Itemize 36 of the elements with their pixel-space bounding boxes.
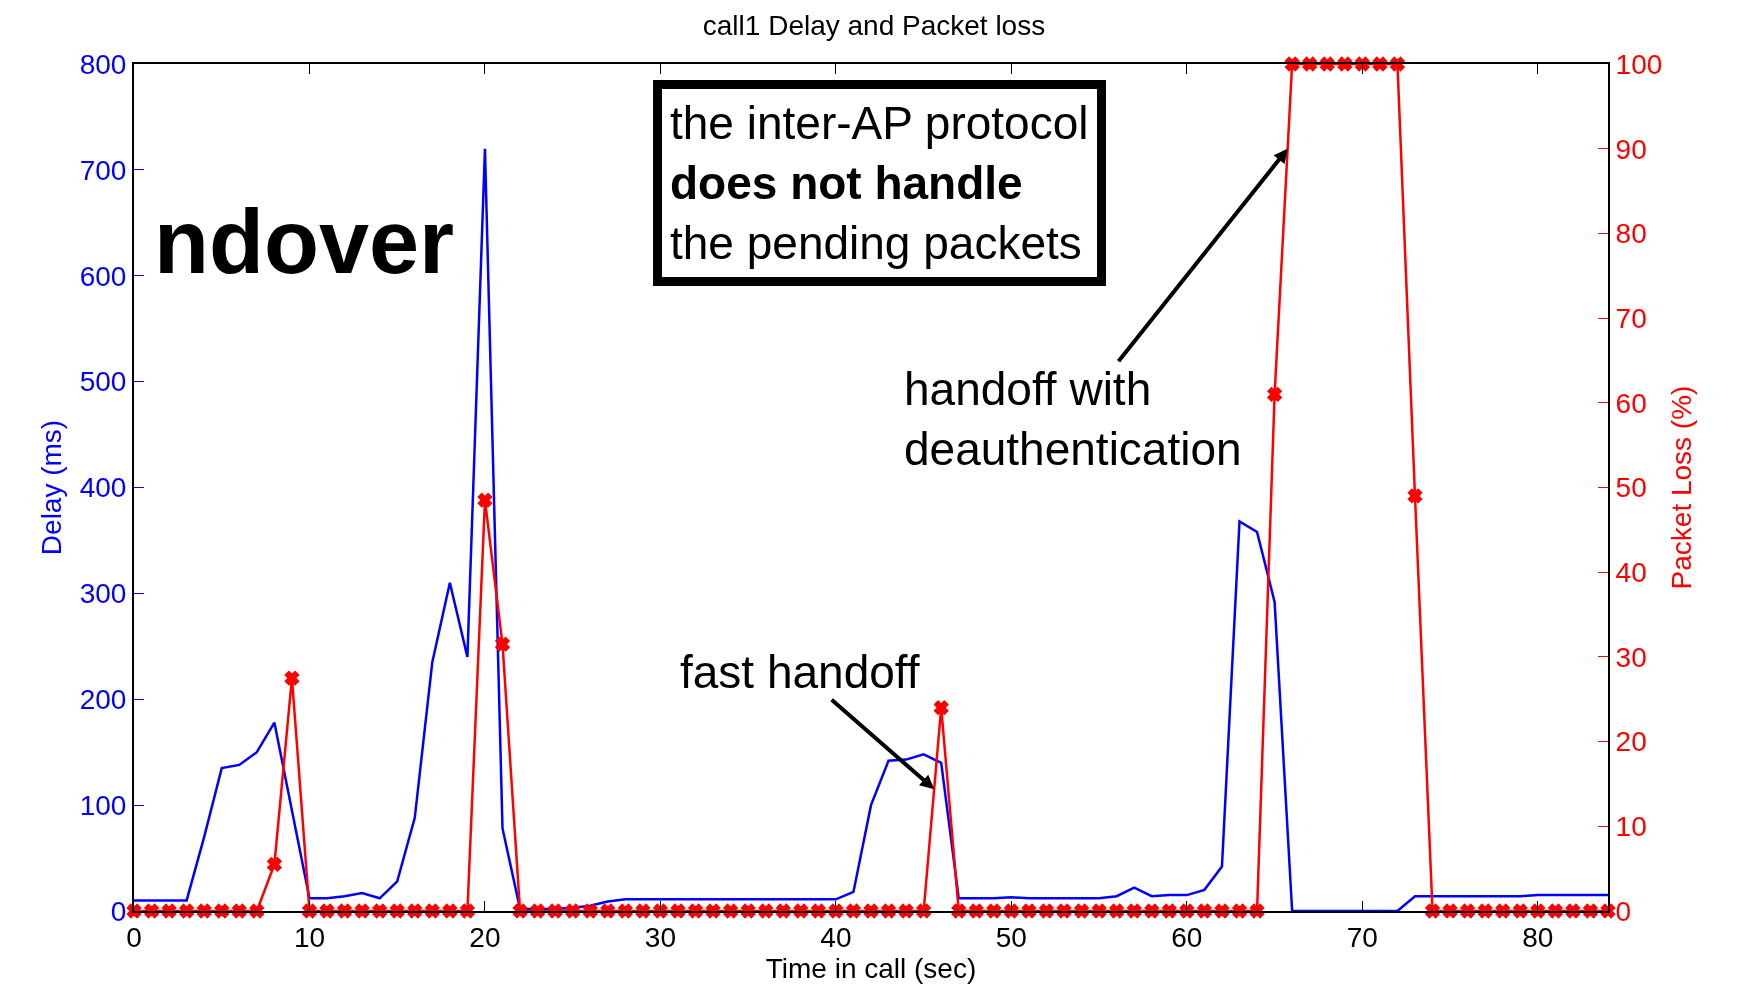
y-tick-label: 400 [79, 472, 127, 504]
y-tick-label: 100 [79, 789, 127, 821]
y2-tick-label: 80 [1615, 218, 1647, 250]
y2-tick-label: 50 [1615, 472, 1647, 504]
y2-tick-label: 100 [1615, 48, 1663, 80]
y-tick-label: 600 [79, 260, 127, 292]
x-tick-label: 80 [1522, 921, 1554, 953]
x-tick-label: 10 [293, 921, 326, 953]
y2-tick-label: 40 [1615, 557, 1647, 588]
x-tick-label: 70 [1346, 921, 1378, 953]
y2-tick-label: 0 [1615, 895, 1632, 927]
y-tick-label: 200 [79, 684, 127, 716]
y2-tick-label: 30 [1615, 641, 1647, 673]
y-tick-label: 700 [79, 154, 127, 186]
x-axis-title: Time in call (sec) [765, 952, 977, 984]
y2-axis-title: Packet Loss (%) [1665, 385, 1697, 590]
y-tick-label: 500 [79, 366, 127, 398]
annotation: handoff with deauthentication [904, 363, 1242, 475]
x-tick-label: 30 [644, 921, 677, 953]
y2-tick-label: 90 [1615, 133, 1647, 165]
y-axis-title: Delay (ms) [35, 419, 67, 556]
x-tick-label: 40 [820, 921, 852, 953]
chart-title: call1 Delay and Packet loss [702, 9, 1046, 41]
annotation: fast handoff [680, 646, 920, 698]
y2-tick-label: 70 [1615, 302, 1647, 334]
annotation: ndover [154, 192, 455, 292]
y-tick-label: 300 [79, 578, 127, 610]
x-tick-label: 60 [1171, 921, 1203, 953]
annotation: the inter-AP protocol does not handle the pending packets [670, 97, 1089, 269]
x-tick-label: 20 [469, 921, 501, 953]
x-tick-label: 50 [995, 921, 1027, 953]
y-tick-label: 0 [110, 895, 127, 927]
y2-tick-label: 10 [1615, 811, 1647, 843]
y-tick-label: 800 [79, 48, 127, 80]
y2-tick-label: 60 [1615, 387, 1647, 419]
y2-tick-label: 20 [1615, 726, 1647, 758]
